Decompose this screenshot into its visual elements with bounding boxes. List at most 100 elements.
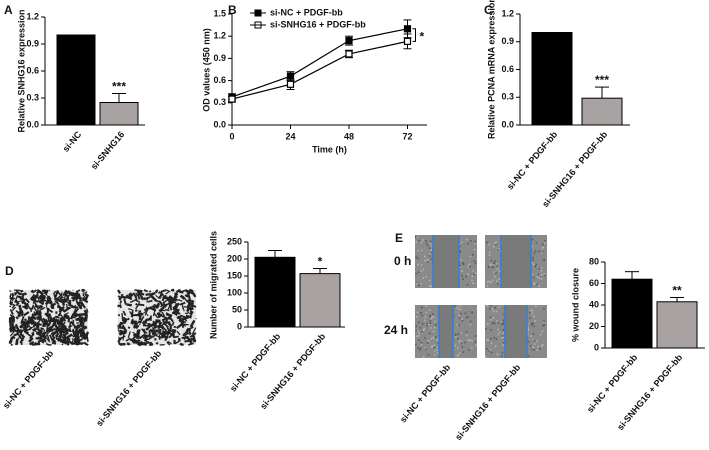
- cell: [43, 292, 48, 296]
- speck: [527, 328, 529, 331]
- cell: [67, 339, 74, 346]
- cell: [49, 334, 54, 342]
- speck: [472, 282, 474, 285]
- speck: [468, 263, 470, 266]
- cell: [159, 293, 164, 298]
- speck: [457, 308, 460, 310]
- cell: [167, 302, 173, 311]
- cell: [66, 333, 73, 339]
- speck: [425, 275, 427, 278]
- cell: [63, 314, 67, 317]
- cell: [150, 307, 157, 312]
- cell: [70, 292, 77, 297]
- cell: [51, 331, 56, 336]
- significance: *: [318, 255, 323, 269]
- speck: [418, 339, 420, 341]
- significance: ***: [112, 80, 126, 94]
- speck: [500, 355, 503, 358]
- cell: [31, 343, 35, 346]
- cell: [179, 342, 184, 347]
- cell: [52, 316, 56, 320]
- speck: [540, 267, 543, 270]
- image-label: si-SNHG16 + PDGF-bb: [453, 362, 523, 442]
- cell: [117, 337, 123, 343]
- speck: [465, 331, 468, 333]
- cell: [157, 291, 161, 294]
- cell: [63, 312, 69, 316]
- cell: [149, 342, 154, 347]
- cell: [31, 289, 37, 294]
- y-tick-label: 250: [227, 236, 242, 246]
- marker: [228, 95, 236, 103]
- speck: [495, 338, 498, 340]
- cell: [20, 300, 25, 305]
- speck: [501, 335, 504, 337]
- cell: [118, 341, 122, 346]
- cell: [130, 319, 138, 326]
- cell: [163, 316, 171, 320]
- y-tick-label: 0: [237, 321, 242, 331]
- cell: [46, 313, 50, 320]
- speck: [436, 339, 439, 341]
- cell: [141, 328, 148, 334]
- cell: [58, 293, 64, 299]
- y-tick-label: 60: [589, 278, 599, 288]
- speck: [458, 314, 460, 316]
- cell: [68, 306, 72, 310]
- cell: [56, 337, 61, 341]
- cell: [118, 331, 123, 335]
- speck: [529, 345, 532, 347]
- speck: [542, 324, 544, 327]
- speck: [431, 252, 433, 254]
- cell: [32, 299, 37, 304]
- cell: [129, 298, 137, 304]
- speck: [542, 246, 545, 249]
- speck: [535, 305, 537, 308]
- cell: [135, 329, 139, 336]
- cell: [82, 298, 89, 304]
- speck: [462, 262, 464, 264]
- cell: [155, 320, 159, 323]
- cell: [121, 313, 124, 322]
- speck: [492, 317, 494, 320]
- cell: [165, 330, 173, 336]
- speck: [430, 317, 433, 320]
- cell: [188, 331, 192, 336]
- cell: [133, 320, 138, 328]
- y-tick-label: 0.6: [213, 75, 226, 85]
- speck: [467, 265, 470, 268]
- speck: [460, 259, 462, 261]
- speck: [490, 259, 493, 262]
- cell: [153, 333, 161, 339]
- cell: [156, 329, 161, 335]
- speck: [415, 241, 417, 244]
- image-label: si-NC + PDGF-bb: [1, 348, 56, 411]
- speck: [527, 326, 529, 328]
- speck: [527, 329, 529, 332]
- speck: [530, 309, 533, 312]
- x-tick-label: si-SNHG16: [89, 129, 127, 171]
- cell: [69, 321, 72, 330]
- speck: [421, 322, 424, 325]
- speck: [429, 320, 432, 322]
- cell: [160, 289, 167, 293]
- speck: [466, 334, 468, 337]
- legend-label: si-SNHG16 + PDGF-bb: [270, 19, 366, 29]
- y-tick-label: 1.5: [213, 8, 226, 18]
- speck: [474, 341, 476, 343]
- speck: [528, 355, 530, 357]
- speck: [434, 351, 436, 353]
- cell: [84, 316, 88, 322]
- speck: [461, 346, 464, 348]
- cell: [189, 300, 195, 306]
- speck: [431, 245, 433, 247]
- speck: [459, 342, 461, 344]
- cell: [164, 308, 170, 312]
- cell: [122, 332, 125, 341]
- cell: [69, 320, 75, 326]
- cell: [137, 329, 141, 336]
- speck: [432, 316, 435, 318]
- speck: [530, 335, 532, 337]
- cell: [42, 319, 50, 324]
- speck: [424, 337, 426, 339]
